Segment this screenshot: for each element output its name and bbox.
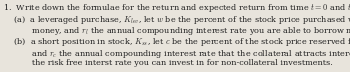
Text: the risk free interst rate you can invest in for non-collateral investments.: the risk free interst rate you can inves…	[3, 59, 332, 67]
Text: (b)  a short position in stock, $K_{ss}$, let $c$ be the percent of the stock pr: (b) a short position in stock, $K_{ss}$,…	[3, 36, 350, 48]
Text: (a)  a leveraged purchase, $K_{lev}$, let $w$ be the percent of the stock price : (a) a leveraged purchase, $K_{lev}$, let…	[3, 14, 350, 26]
Text: money, and $r_l$ the annual compounding interest rate you are able to borrow mon: money, and $r_l$ the annual compounding …	[3, 25, 350, 37]
Text: and $r_c$ the annual compounding interest rate that the collateral attracts inte: and $r_c$ the annual compounding interes…	[3, 48, 350, 60]
Text: 1.  Write down the formulae for the return and expected return from time $t=0$ a: 1. Write down the formulae for the retur…	[3, 2, 350, 14]
